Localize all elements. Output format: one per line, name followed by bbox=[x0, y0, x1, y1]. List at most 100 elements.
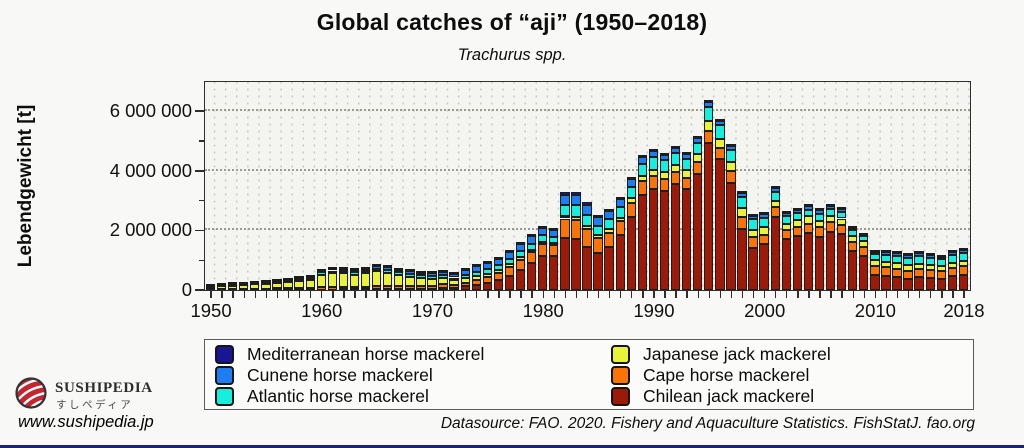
bar-segment-1999 bbox=[748, 215, 758, 220]
x-tick-1977 bbox=[509, 291, 511, 298]
bar-segment-2003 bbox=[792, 226, 803, 237]
bar-segment-1958 bbox=[294, 276, 304, 279]
bar-segment-2002 bbox=[781, 212, 791, 217]
bar-segment-1972 bbox=[449, 272, 459, 275]
bar-segment-1997 bbox=[726, 145, 736, 150]
bar-segment-1975 bbox=[482, 282, 493, 290]
bar-segment-1953 bbox=[239, 285, 249, 289]
x-tick-1991 bbox=[664, 291, 666, 298]
bar-segment-2016 bbox=[936, 270, 946, 279]
legend-item: Chilean jack mackerel bbox=[611, 386, 973, 407]
y-tick-label: 4 000 000 bbox=[109, 159, 192, 181]
x-tick-label-1950: 1950 bbox=[190, 300, 232, 321]
bar-segment-1982 bbox=[560, 237, 570, 290]
bar-segment-1963 bbox=[349, 268, 360, 271]
bar-segment-1980 bbox=[538, 241, 548, 245]
bar-segment-2016 bbox=[936, 259, 946, 267]
x-tick-label-2010: 2010 bbox=[854, 300, 896, 321]
bar-segment-1968 bbox=[405, 269, 415, 272]
bar-segment-1996 bbox=[715, 159, 725, 290]
bar-segment-2001 bbox=[770, 185, 780, 188]
bar-segment-1981 bbox=[549, 228, 559, 231]
x-tick-2006 bbox=[830, 291, 832, 298]
bar-segment-1973 bbox=[460, 270, 470, 275]
y-tick-major bbox=[195, 170, 204, 172]
bar-segment-1984 bbox=[582, 246, 592, 290]
x-tick-1971 bbox=[442, 291, 445, 298]
bar-segment-1974 bbox=[471, 264, 481, 267]
bar-segment-2006 bbox=[825, 205, 836, 210]
bar-segment-1985 bbox=[593, 215, 603, 218]
bar-segment-1991 bbox=[659, 172, 670, 180]
bar-segment-1963 bbox=[349, 274, 360, 288]
x-tick-2002 bbox=[786, 291, 788, 298]
x-tick-1990 bbox=[653, 291, 655, 298]
bar-segment-1968 bbox=[405, 273, 415, 277]
bar-segment-1960 bbox=[316, 274, 326, 288]
x-tick-1985 bbox=[597, 291, 600, 298]
bar-segment-1962 bbox=[338, 267, 349, 269]
bar-segment-2000 bbox=[759, 227, 769, 235]
bar-segment-2008 bbox=[848, 242, 858, 252]
bar-segment-1977 bbox=[504, 267, 515, 276]
legend-item: Cunene horse mackerel bbox=[215, 365, 611, 386]
legend-swatch bbox=[215, 387, 234, 406]
bar-segment-1997 bbox=[726, 182, 736, 290]
bar-segment-1982 bbox=[560, 191, 570, 195]
x-tick-2007 bbox=[841, 291, 843, 298]
bar-segment-1997 bbox=[726, 161, 736, 172]
bar-segment-1977 bbox=[504, 275, 515, 290]
bar-segment-1989 bbox=[637, 163, 648, 176]
bar-segment-1969 bbox=[416, 272, 426, 276]
bar-segment-1956 bbox=[272, 278, 282, 281]
bar-segment-1980 bbox=[538, 244, 548, 256]
bar-segment-2009 bbox=[859, 232, 869, 235]
bar-segment-1970 bbox=[427, 276, 437, 279]
bar-segment-2017 bbox=[947, 262, 958, 268]
bar-segment-2010 bbox=[870, 274, 880, 290]
legend-swatch bbox=[611, 345, 630, 364]
bar-segment-2010 bbox=[870, 249, 880, 252]
bar-segment-1988 bbox=[626, 217, 636, 290]
bar-segment-2016 bbox=[936, 254, 946, 257]
bar-segment-2009 bbox=[859, 236, 869, 242]
bar-segment-2015 bbox=[925, 255, 935, 258]
x-tick-2012 bbox=[896, 291, 899, 298]
bar-segment-2008 bbox=[848, 251, 858, 290]
bar-segment-1965 bbox=[371, 266, 382, 269]
bar-segment-2016 bbox=[936, 266, 946, 271]
bar-segment-2012 bbox=[892, 251, 902, 254]
bar-segment-1988 bbox=[626, 177, 636, 180]
bar-segment-1966 bbox=[383, 286, 393, 290]
x-tick-1950 bbox=[210, 291, 212, 298]
bar-segment-1982 bbox=[560, 204, 570, 217]
bar-segment-1990 bbox=[648, 169, 659, 177]
bar-segment-1999 bbox=[748, 219, 758, 230]
bar-segment-1967 bbox=[394, 267, 404, 270]
x-tick-1996 bbox=[719, 291, 722, 298]
bar-segment-1965 bbox=[371, 268, 382, 272]
bar-segment-1953 bbox=[239, 281, 249, 284]
bar-segment-1976 bbox=[493, 273, 504, 280]
y-axis-title: Lebendgewicht [t] bbox=[15, 104, 36, 268]
bar-segment-1963 bbox=[349, 272, 360, 275]
bar-segment-1994 bbox=[693, 153, 703, 163]
bar-segment-2018 bbox=[958, 250, 969, 253]
bar-segment-1972 bbox=[449, 285, 459, 289]
bar-segment-2018 bbox=[958, 261, 969, 266]
bar-segment-1999 bbox=[748, 237, 758, 248]
bar-segment-1963 bbox=[349, 287, 360, 290]
gridline-6000000 bbox=[205, 109, 970, 112]
y-tick-major bbox=[195, 110, 204, 113]
y-tick-label: 0 bbox=[181, 279, 192, 300]
bar-segment-1994 bbox=[693, 162, 703, 174]
x-tick-1974 bbox=[476, 291, 478, 298]
bar-segment-1978 bbox=[515, 241, 526, 244]
bar-segment-2002 bbox=[781, 230, 791, 240]
bar-segment-1987 bbox=[615, 217, 625, 222]
bar-segment-1999 bbox=[748, 229, 758, 238]
bar-segment-1980 bbox=[538, 255, 548, 290]
x-tick-2016 bbox=[941, 291, 943, 298]
bar-segment-1965 bbox=[371, 286, 382, 290]
bar-segment-1973 bbox=[460, 282, 470, 287]
